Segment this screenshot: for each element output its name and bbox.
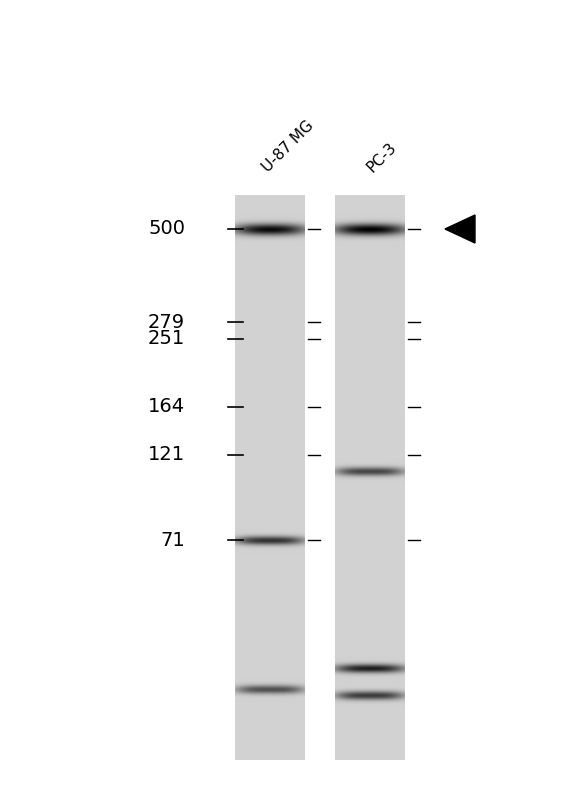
Text: 279: 279 [148,313,185,331]
Text: 251: 251 [148,330,185,349]
Text: U-87 MG: U-87 MG [259,118,316,175]
Text: PC-3: PC-3 [364,139,400,175]
FancyArrow shape [445,215,475,243]
Text: 71: 71 [160,530,185,550]
Text: 121: 121 [148,446,185,465]
Text: 500: 500 [148,219,185,238]
Text: 164: 164 [148,398,185,417]
